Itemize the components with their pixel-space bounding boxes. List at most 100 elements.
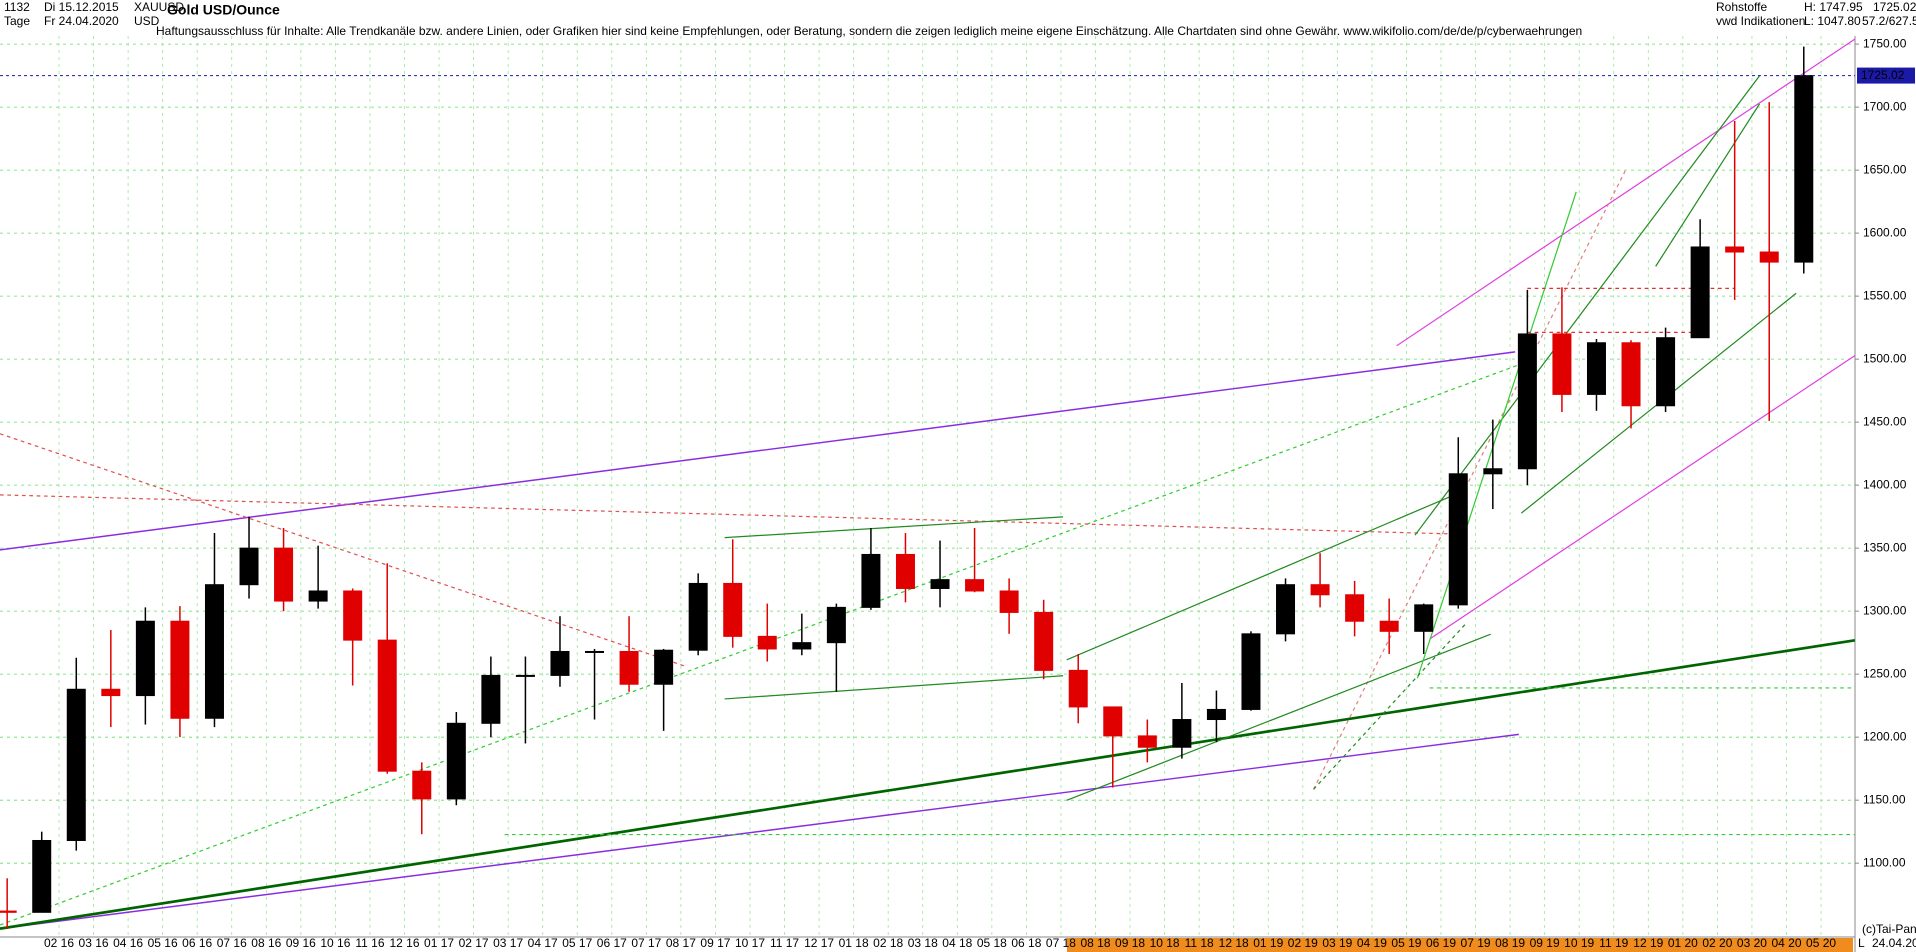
candle-body	[1034, 611, 1054, 671]
source: vwd Indikationen	[1716, 14, 1805, 28]
trendline	[1414, 75, 1761, 536]
candle-body	[1586, 342, 1606, 395]
x-tick-label: 07 17	[631, 936, 661, 950]
x-axis-highlight	[1067, 938, 1853, 952]
x-tick-label: 06 17	[597, 936, 627, 950]
x-tick-label: 06 16	[182, 936, 212, 950]
candle-body	[1725, 246, 1745, 253]
x-tick-label: 02 20	[1702, 936, 1732, 950]
y-tick-label: 1450.00	[1863, 414, 1907, 428]
x-tick-label: 02 16	[44, 936, 74, 950]
x-tick-label: 07 18	[1046, 936, 1076, 950]
x-tick-label: 04 16	[113, 936, 143, 950]
candle-body	[965, 579, 985, 592]
scale-mode: L	[1858, 936, 1865, 950]
y-tick-label: 1500.00	[1863, 351, 1907, 365]
candle-body	[308, 590, 328, 602]
candle-body	[1517, 333, 1537, 470]
x-tick-label: 05 20	[1806, 936, 1836, 950]
x-tick-label: 01 19	[1253, 936, 1283, 950]
x-tick-label: 09 18	[1115, 936, 1145, 950]
trendline	[0, 494, 1455, 535]
copyright: (c)Tai-Pan	[1862, 922, 1916, 936]
x-tick-label: 11 18	[1185, 936, 1214, 950]
candle-body	[412, 770, 432, 800]
candle-body	[377, 639, 397, 772]
x-tick-label: 08 19	[1495, 936, 1525, 950]
y-tick-label: 1400.00	[1863, 477, 1907, 491]
x-tick-label: 10 19	[1564, 936, 1594, 950]
trendline	[724, 516, 1064, 539]
trendline	[1313, 622, 1467, 790]
current-price-box	[1857, 67, 1915, 84]
candle-body	[32, 839, 52, 913]
x-tick-label: 01 18	[839, 936, 869, 950]
candle-body	[585, 650, 605, 653]
y-tick-label: 1750.00	[1863, 36, 1907, 50]
y-tick-label: 1700.00	[1863, 99, 1907, 113]
x-tick-label: 10 17	[735, 936, 765, 950]
x-tick-label: 12 17	[804, 936, 834, 950]
candle-body	[1241, 633, 1261, 710]
candle-body	[1172, 719, 1192, 748]
candle-body	[66, 688, 86, 841]
candle-body	[930, 579, 950, 589]
x-tick-label: 05 19	[1391, 936, 1421, 950]
x-tick-label: 09 19	[1530, 936, 1560, 950]
candle-body	[446, 722, 466, 800]
candle-body	[654, 649, 674, 685]
grid	[0, 36, 1855, 935]
x-tick-label: 12 19	[1633, 936, 1663, 950]
candle-body	[861, 553, 881, 608]
end-date: Fr 24.04.2020	[44, 14, 119, 28]
x-tick-label: 09 16	[286, 936, 316, 950]
trendline	[1655, 103, 1761, 267]
candle-body	[204, 584, 224, 719]
y-tick-label: 1250.00	[1863, 666, 1907, 680]
trendline	[0, 351, 1516, 551]
candle-body	[895, 553, 915, 589]
footer-date: 24.04.20	[1872, 936, 1916, 950]
count: 1132	[4, 0, 30, 14]
trendline	[1066, 491, 1461, 661]
x-tick-label: 06 19	[1426, 936, 1456, 950]
x-tick-label: 07 16	[217, 936, 247, 950]
x-tick-label: 12 18	[1219, 936, 1249, 950]
candle-body	[101, 688, 121, 697]
candle-body	[1276, 584, 1296, 635]
candle-body	[1656, 337, 1676, 407]
x-tick-label: 03 18	[908, 936, 938, 950]
trendline	[1312, 170, 1626, 790]
group: Rohstoffe	[1716, 0, 1767, 14]
candle-body	[688, 582, 708, 651]
candle-body	[1310, 584, 1330, 596]
x-tick-label: 05 18	[977, 936, 1007, 950]
x-tick-label: 02 17	[459, 936, 489, 950]
candle-body	[274, 547, 294, 602]
y-tick-label: 1650.00	[1863, 162, 1907, 176]
candle-body	[550, 650, 570, 676]
x-tick-label: 07 19	[1461, 936, 1491, 950]
trendline	[1066, 633, 1491, 801]
x-tick-label: 01 17	[424, 936, 454, 950]
candle-body	[135, 620, 155, 697]
trendline	[1429, 355, 1856, 640]
candles	[0, 46, 1814, 929]
candle-body	[723, 582, 743, 637]
x-tick-label: 12 16	[389, 936, 419, 950]
trendline	[0, 733, 1519, 930]
candle-body	[1448, 473, 1468, 606]
candle-body	[999, 590, 1019, 613]
candle-body	[1137, 735, 1157, 748]
candle-body	[1690, 246, 1710, 339]
y-tick-label: 1550.00	[1863, 288, 1907, 302]
y-tick-label: 1200.00	[1863, 729, 1907, 743]
currency: USD	[134, 14, 160, 28]
candle-body	[1552, 333, 1572, 395]
candle-body	[1206, 708, 1226, 721]
last-price: 1725.02	[1873, 0, 1916, 14]
